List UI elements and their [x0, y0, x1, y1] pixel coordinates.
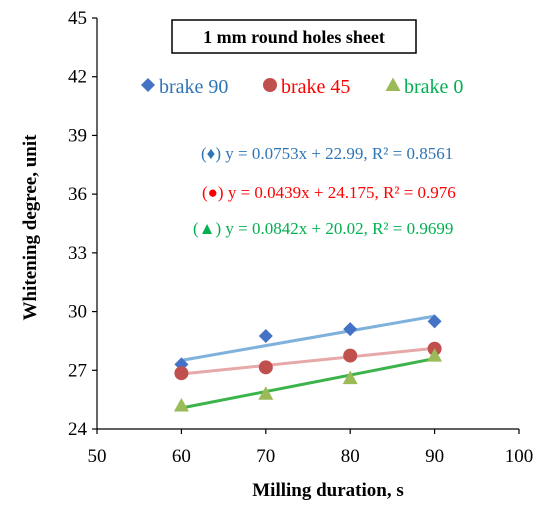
chart-title-box	[171, 19, 417, 54]
data-point	[343, 348, 358, 363]
trend-equation: (♦) y = 0.0753x + 22.99, R² = 0.8561	[201, 144, 453, 163]
data-point	[427, 348, 443, 362]
data-point	[258, 329, 273, 344]
trendline	[181, 314, 435, 362]
data-point	[174, 366, 189, 381]
x-axis-title: Milling duration, s	[252, 480, 404, 501]
y-tick-label: 27	[68, 360, 87, 381]
data-point	[258, 360, 273, 375]
data-point	[258, 386, 274, 400]
y-tick-label: 45	[68, 8, 87, 29]
y-tick-label: 24	[68, 419, 88, 440]
legend-label: brake 45	[281, 76, 350, 98]
legend-label: brake 90	[159, 76, 228, 98]
x-tick-label: 90	[425, 446, 444, 467]
legend-marker	[263, 78, 277, 92]
data-point	[173, 398, 189, 412]
data-point	[343, 322, 358, 337]
y-tick-label: 30	[68, 302, 87, 323]
x-tick-label: 60	[172, 446, 191, 467]
y-tick-label: 36	[68, 184, 87, 205]
legend-label: brake 0	[404, 76, 463, 98]
x-tick-label: 80	[341, 446, 360, 467]
y-tick-label: 33	[68, 243, 87, 264]
y-tick-label: 42	[68, 67, 87, 88]
trendline	[181, 357, 435, 410]
chart-title: 1 mm round holes sheet	[203, 27, 385, 47]
trend-equation: (▲) y = 0.0842x + 20.02, R² = 0.9699	[193, 219, 453, 238]
x-tick-label: 70	[256, 446, 275, 467]
x-tick-label: 100	[505, 446, 534, 467]
legend-marker	[141, 78, 155, 92]
trendline	[181, 346, 435, 376]
y-tick-label: 39	[68, 125, 87, 146]
legend-marker	[385, 77, 401, 91]
x-tick-label: 50	[88, 446, 107, 467]
data-point	[427, 314, 442, 329]
trend-equation: (●) y = 0.0439x + 24.175, R² = 0.976	[202, 183, 456, 202]
data-point	[342, 370, 358, 385]
y-axis-title: Whitening degree, unit	[20, 134, 41, 321]
